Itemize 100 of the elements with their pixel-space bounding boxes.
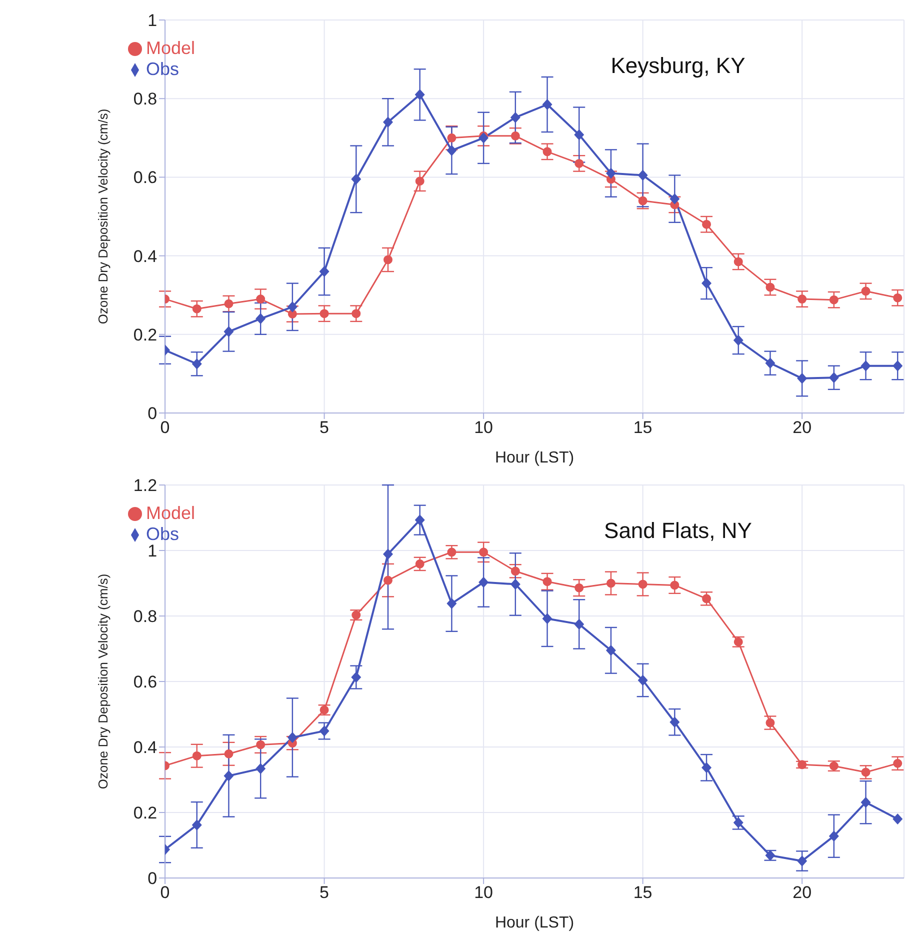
x-tick-label: 15 [633,418,652,438]
point [670,580,680,590]
point [542,613,552,624]
point [860,796,871,808]
point [224,326,234,338]
point [319,725,330,736]
point [861,768,870,777]
point [287,732,298,744]
y-axis-title: Ozone Dry Deposition Velocity (cm/s) [96,574,111,790]
point [224,299,234,308]
y-tick-label: 0.4 [133,738,158,758]
point [638,580,648,589]
point [765,358,776,369]
point [478,132,489,144]
point [638,196,648,206]
point [798,760,807,770]
point [479,548,488,557]
point [574,129,584,140]
point [414,514,425,526]
point [383,576,392,585]
point [510,131,520,140]
point [192,819,202,830]
point [638,674,648,686]
x-tick-label: 10 [474,883,494,902]
point [797,372,808,384]
point [192,751,202,760]
x-tick-label: 20 [792,418,812,438]
x-tick-label: 0 [160,883,170,902]
point [734,257,743,266]
point [382,116,393,128]
point [319,266,330,278]
point [447,548,456,557]
point [383,255,392,264]
point [192,358,202,370]
y-tick-label: 0.6 [133,168,158,188]
legend-label: Model [146,38,196,58]
point [351,174,362,185]
point [256,294,266,304]
point [766,282,775,292]
x-tick-label: 20 [792,883,812,902]
y-tick-label: 0.8 [133,607,158,626]
point [797,855,808,866]
y-tick-label: 0.2 [133,804,158,823]
point [828,830,839,842]
point [829,761,838,770]
point [606,578,616,588]
x-axis-title: Hour (LST) [494,914,574,932]
point [256,313,266,324]
point [447,133,456,142]
x-tick-label: 0 [160,418,170,438]
point [192,304,202,314]
point [352,309,361,318]
point [351,672,362,683]
point [702,220,712,229]
x-tick-label: 5 [320,883,330,902]
point [415,176,424,186]
point [542,147,552,156]
point [256,763,266,774]
point [828,372,839,384]
y-tick-label: 1.2 [133,476,158,496]
point [574,583,584,592]
point [702,762,712,774]
point [382,548,393,560]
y-tick-label: 0.8 [133,90,158,109]
point [733,334,744,346]
point [606,644,616,656]
y-tick-label: 0.4 [133,246,158,266]
point [798,294,807,304]
point [702,594,712,604]
point [510,112,520,123]
point [892,360,903,372]
point [766,718,775,728]
point [670,716,680,728]
text: Keysburg, KY [610,53,746,79]
point [224,749,234,758]
y-tick-label: 0.6 [133,672,158,692]
x-axis-title: Hour (LST) [494,449,574,466]
point [829,295,838,304]
point [574,158,584,168]
x-tick-label: 15 [633,883,652,902]
point [224,770,234,782]
point [320,309,329,318]
point [256,740,266,750]
legend-label: Obs [146,59,180,79]
text: Sand Flats, NY [603,518,753,544]
point [446,598,457,610]
point [510,566,520,576]
legend-label: Model [146,503,196,523]
y-tick-label: 1 [148,542,158,561]
point [510,578,520,590]
point [670,193,680,204]
y-tick-label: 0 [148,869,158,888]
point [574,618,584,630]
x-tick-label: 10 [474,418,494,438]
point [606,168,616,179]
point [861,286,870,296]
point [860,360,871,372]
point [702,278,712,289]
point [542,98,552,110]
y-tick-label: 0 [148,404,158,424]
